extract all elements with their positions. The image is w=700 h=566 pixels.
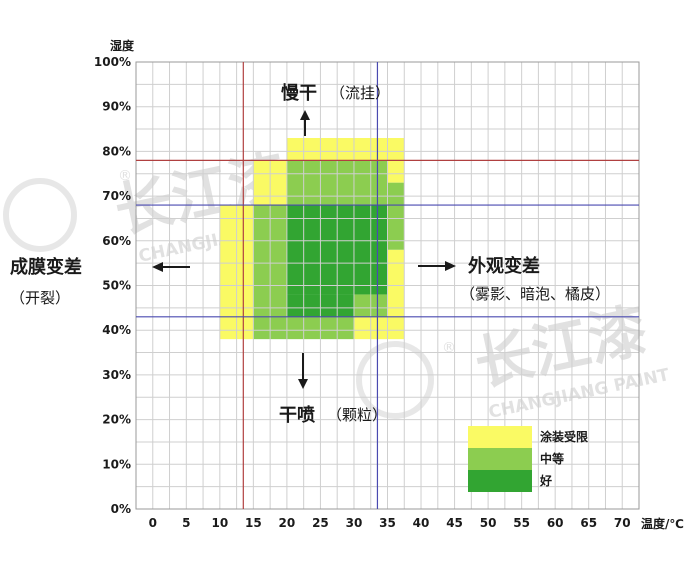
arrow-left-icon [152, 262, 190, 272]
x-tick-label: 35 [379, 516, 396, 530]
annotation-left-sub: （开裂） [10, 289, 70, 307]
x-tick-label: 70 [614, 516, 631, 530]
x-tick-labels: 0 5 10 15 20 25 30 35 40 45 50 55 60 65 70 [149, 516, 631, 530]
watermark-mark: ® [118, 168, 132, 184]
annotation-bottom-main: 干喷 [279, 405, 315, 426]
y-tick-label: 40% [102, 323, 131, 337]
y-tick-label: 20% [102, 413, 131, 427]
x-tick-label: 5 [182, 516, 190, 530]
x-tick-label: 30 [346, 516, 363, 530]
legend-label: 中等 [540, 451, 564, 466]
annotation-right-sub: （雾影、暗泡、橘皮） [460, 285, 610, 303]
arrow-right-icon [418, 261, 456, 271]
x-tick-label: 65 [580, 516, 597, 530]
annotation-right: 外观变差 （雾影、暗泡、橘皮） [418, 255, 610, 303]
y-tick-label: 100% [94, 55, 131, 69]
plot-border [135, 61, 640, 510]
x-tick-label: 25 [312, 516, 329, 530]
y-tick-label: 60% [102, 234, 131, 248]
annotation-bottom-sub: （颗粒） [327, 406, 387, 424]
x-tick-label: 0 [149, 516, 157, 530]
heatmap-cell [387, 182, 405, 250]
y-axis-label: 湿度 [110, 38, 135, 53]
annotation-right-main: 外观变差 [468, 255, 540, 277]
annotation-top-sub: （流挂） [330, 84, 390, 102]
y-tick-label: 0% [111, 502, 131, 516]
legend-label: 好 [539, 473, 552, 488]
y-tick-label: 70% [102, 189, 131, 203]
y-tick-label: 90% [102, 100, 131, 114]
heatmap-cell [286, 137, 371, 161]
x-tick-label: 15 [245, 516, 262, 530]
x-tick-label: 55 [513, 516, 530, 530]
arrow-up-icon [300, 110, 310, 136]
watermark-mark-2: ® [442, 340, 456, 356]
x-tick-label: 50 [480, 516, 497, 530]
grid [135, 61, 640, 510]
y-tick-labels: 0% 10% 20% 30% 40% 50% 60% 70% 80% 90% 100% [94, 55, 131, 516]
x-tick-label: 40 [413, 516, 430, 530]
annotation-left-main: 成膜变差 [10, 256, 82, 278]
watermark-logo-icon [3, 178, 77, 252]
y-tick-label: 80% [102, 144, 131, 158]
legend-swatch [468, 448, 532, 470]
x-tick-label: 60 [547, 516, 564, 530]
reference-lines [136, 62, 639, 509]
x-tick-label: 10 [211, 516, 228, 530]
y-tick-label: 30% [102, 368, 131, 382]
legend-label: 涂装受限 [540, 429, 588, 444]
y-tick-label: 50% [102, 279, 131, 293]
watermark-logo-icon-2 [356, 341, 434, 419]
legend-swatch [468, 426, 532, 448]
annotation-bottom: 干喷 （颗粒） [279, 353, 387, 426]
annotation-top: 慢干 （流挂） [281, 82, 390, 136]
arrow-down-icon [298, 353, 308, 389]
y-tick-label: 10% [102, 457, 131, 471]
annotation-top-main: 慢干 [281, 82, 317, 104]
x-tick-label: 45 [446, 516, 463, 530]
legend-swatch [468, 470, 532, 492]
x-tick-label: 20 [279, 516, 296, 530]
annotation-left: 成膜变差 （开裂） [10, 256, 190, 307]
x-axis-label: 温度/℃ [641, 516, 684, 531]
